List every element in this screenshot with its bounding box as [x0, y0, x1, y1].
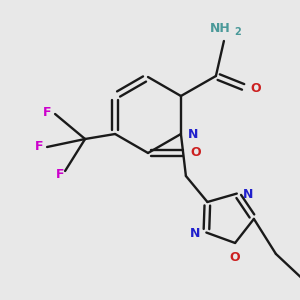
- Text: 2: 2: [234, 27, 241, 37]
- Text: N: N: [243, 188, 253, 201]
- Text: N: N: [190, 227, 200, 240]
- Text: O: O: [230, 251, 240, 264]
- Text: F: F: [43, 106, 51, 118]
- Text: O: O: [250, 82, 260, 94]
- Text: N: N: [188, 128, 198, 140]
- Text: F: F: [56, 169, 64, 182]
- Text: F: F: [34, 140, 43, 154]
- Text: O: O: [190, 146, 201, 160]
- Text: NH: NH: [209, 22, 230, 35]
